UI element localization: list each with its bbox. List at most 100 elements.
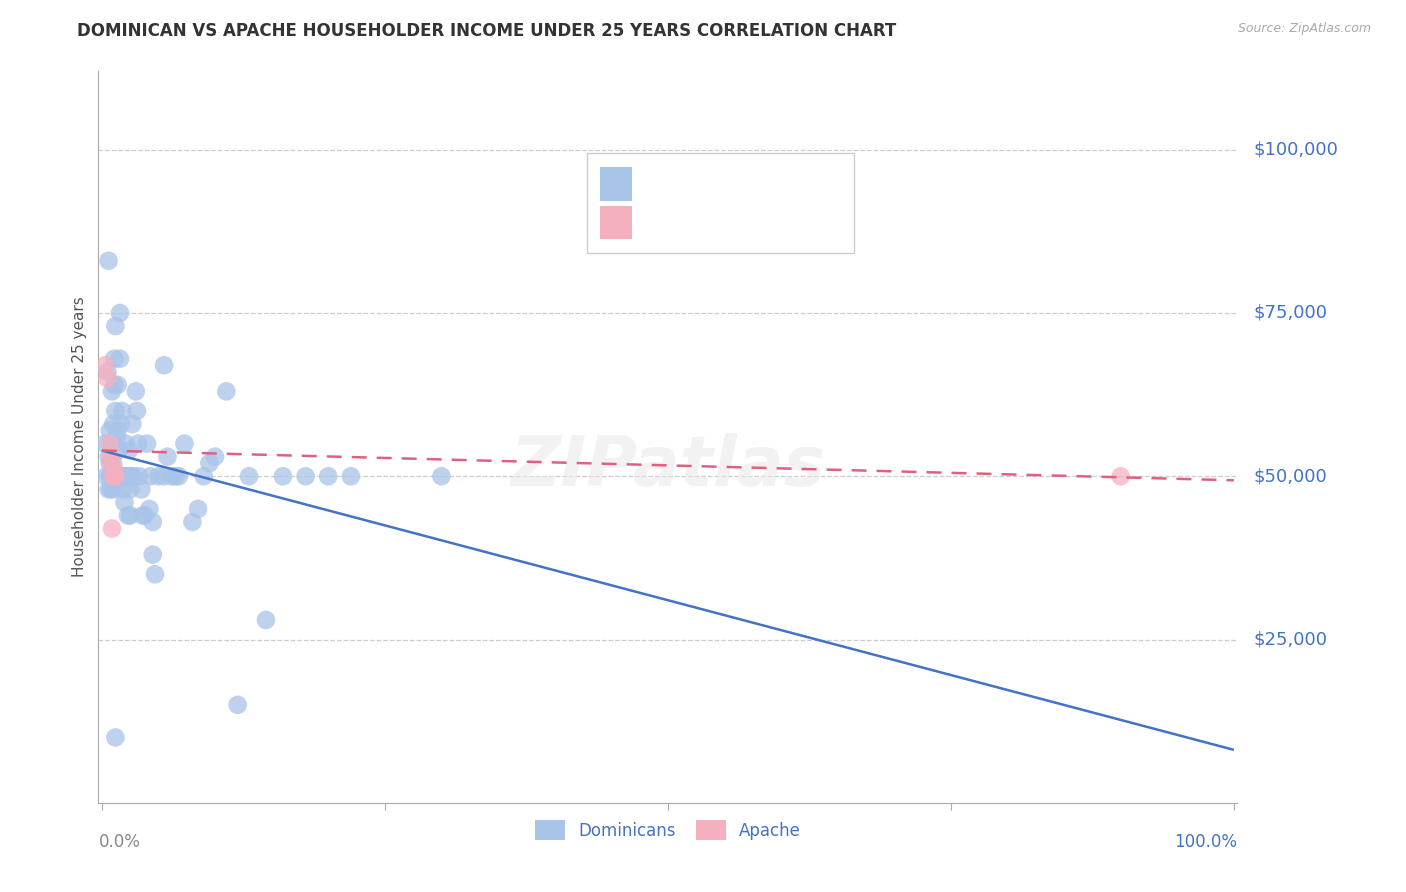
Point [103,351,125,366]
Point [101,456,124,470]
Point [105,430,128,444]
Point [112,483,135,497]
Text: R =: R = [643,175,678,193]
Point [127,436,149,450]
Point [104,469,127,483]
Point [98,436,121,450]
Text: N =: N = [716,213,752,231]
Point [139,469,162,483]
Text: R =: R = [643,213,678,231]
Point [153,469,176,483]
Point [156,450,179,464]
Point [101,469,124,483]
Y-axis label: Householder Income Under 25 years: Householder Income Under 25 years [72,297,87,577]
Point [125,384,148,399]
Text: -0.000: -0.000 [668,175,721,193]
Point [104,731,127,745]
Point [108,306,131,320]
Point [187,502,209,516]
Point [198,456,221,470]
Point [136,436,159,450]
Point [96,469,118,483]
Text: 84: 84 [747,175,770,193]
Text: 0.0%: 0.0% [98,833,141,851]
Point [103,436,125,450]
Point [108,351,131,366]
Text: Source: ZipAtlas.com: Source: ZipAtlas.com [1237,22,1371,36]
Point [96,365,118,379]
Point [107,424,129,438]
Point [181,515,204,529]
Point [97,450,120,464]
Point [107,377,129,392]
Point [120,508,142,523]
Point [238,469,260,483]
Point [98,456,121,470]
Text: -0.088: -0.088 [668,213,721,231]
Point [117,508,139,523]
Point [173,436,195,450]
Point [104,404,127,418]
Point [101,417,124,431]
Text: N =: N = [716,175,752,193]
Point [134,508,156,523]
Point [101,483,124,497]
Point [193,469,215,483]
Text: 100.0%: 100.0% [1174,833,1237,851]
Point [294,469,316,483]
Point [143,567,166,582]
Point [111,469,134,483]
Point [120,469,142,483]
Point [98,469,121,483]
Point [120,483,142,497]
Point [138,502,160,516]
Point [103,377,125,392]
Point [1109,469,1132,483]
Point [204,450,226,464]
Point [101,469,124,483]
Point [316,469,339,483]
Point [101,521,124,535]
Point [96,371,118,385]
Point [117,469,139,483]
Text: 10: 10 [747,213,769,231]
Point [114,436,136,450]
Text: $75,000: $75,000 [1254,304,1327,322]
Point [125,404,148,418]
Point [142,548,165,562]
Point [114,495,136,509]
Point [131,508,153,523]
Point [97,253,120,268]
Point [148,469,170,483]
Point [121,417,143,431]
Point [215,384,238,399]
Point [104,319,127,334]
Point [107,443,129,458]
Point [131,483,153,497]
Point [165,469,187,483]
Point [226,698,249,712]
Point [167,469,190,483]
Point [153,358,176,372]
Point [114,469,136,483]
Point [110,469,132,483]
Point [430,469,453,483]
Point [115,469,138,483]
Point [100,450,122,464]
Point [101,384,124,399]
Point [94,358,117,372]
Text: $50,000: $50,000 [1254,467,1327,485]
Point [254,613,277,627]
Point [100,483,122,497]
Text: ZIPatlas: ZIPatlas [510,433,825,500]
Point [107,469,129,483]
Point [160,469,183,483]
Point [105,469,128,483]
Text: $25,000: $25,000 [1254,631,1327,648]
Point [111,404,134,418]
Point [100,456,122,470]
Point [122,469,145,483]
Text: DOMINICAN VS APACHE HOUSEHOLDER INCOME UNDER 25 YEARS CORRELATION CHART: DOMINICAN VS APACHE HOUSEHOLDER INCOME U… [77,22,897,40]
Point [110,417,132,431]
Point [118,443,141,458]
